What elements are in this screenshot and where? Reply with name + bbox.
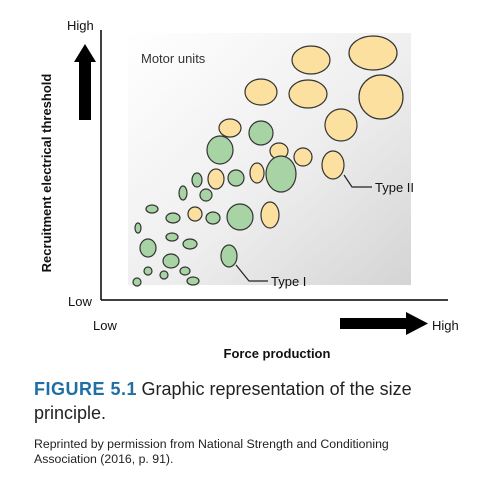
x-axis-low-label: Low	[93, 318, 117, 333]
type-ii-motor-unit	[321, 150, 345, 180]
type-i-motor-unit	[159, 270, 169, 280]
motor-unit-circles	[132, 35, 404, 287]
x-axis-title: Force production	[224, 346, 331, 361]
figure-number: FIGURE 5.1	[34, 379, 138, 399]
caption-text-line-1: Graphic representation of the size	[141, 379, 412, 399]
type-i-motor-unit	[139, 238, 157, 258]
type-i-motor-unit	[143, 266, 153, 276]
type-i-motor-unit	[132, 277, 142, 287]
type-ii-motor-unit	[293, 147, 313, 167]
x-axis-high-label: High	[432, 318, 459, 333]
type-i-motor-unit	[165, 232, 179, 242]
type-i-motor-unit	[178, 185, 188, 201]
type-ii-motor-unit	[288, 79, 328, 109]
panel-label: Motor units	[141, 51, 206, 66]
type-i-motor-unit	[248, 120, 274, 146]
type-ii-motor-unit	[218, 118, 242, 138]
y-axis-high-arrow	[74, 44, 96, 120]
y-axis-title: Recruitment electrical threshold	[39, 74, 54, 273]
type-i-motor-unit	[226, 203, 254, 231]
credit-line-2: Association (2016, p. 91).	[34, 452, 174, 466]
type-ii-motor-unit	[260, 201, 280, 229]
type-ii-motor-unit	[324, 108, 358, 142]
y-axis-high-label: High	[67, 18, 94, 33]
credit-line-1: Reprinted by permission from National St…	[34, 437, 389, 451]
type-i-motor-unit	[227, 169, 245, 187]
type-ii-label: Type II	[375, 180, 414, 195]
type-ii-motor-unit	[348, 35, 398, 71]
type-i-motor-unit	[134, 222, 142, 234]
type-i-motor-unit	[191, 172, 203, 188]
caption-text-line-2: principle.	[34, 403, 107, 423]
type-ii-motor-unit	[244, 78, 278, 106]
type-ii-motor-unit	[358, 74, 404, 120]
type-ii-leader-line	[343, 174, 372, 188]
type-i-motor-unit	[199, 188, 213, 202]
y-axis-low-label: Low	[68, 294, 92, 309]
x-axis-high-arrow	[340, 312, 428, 335]
type-i-motor-unit	[206, 135, 234, 165]
type-ii-motor-unit	[291, 45, 331, 75]
type-i-label: Type I	[271, 274, 306, 289]
type-i-motor-unit	[182, 238, 198, 250]
size-principle-diagram: Motor units High Low Low High Recruitmen…	[39, 18, 459, 361]
caption-line-1: FIGURE 5.1 Graphic representation of the…	[34, 378, 480, 402]
type-ii-motor-unit	[207, 168, 225, 190]
type-i-motor-unit	[265, 155, 297, 193]
type-i-motor-unit	[205, 211, 221, 225]
motor-units-panel	[128, 33, 411, 285]
type-i-motor-unit	[145, 204, 159, 214]
type-i-motor-unit	[162, 253, 180, 269]
type-i-motor-unit	[186, 276, 200, 286]
type-ii-motor-unit	[249, 162, 265, 184]
type-i-motor-unit	[165, 212, 181, 224]
type-i-motor-unit	[220, 244, 238, 268]
type-i-motor-unit	[179, 266, 191, 276]
reprint-credit: Reprinted by permission from National St…	[34, 437, 484, 467]
figure-caption: FIGURE 5.1 Graphic representation of the…	[34, 378, 480, 425]
type-i-leader-line	[235, 264, 268, 282]
type-ii-motor-unit	[187, 206, 203, 222]
